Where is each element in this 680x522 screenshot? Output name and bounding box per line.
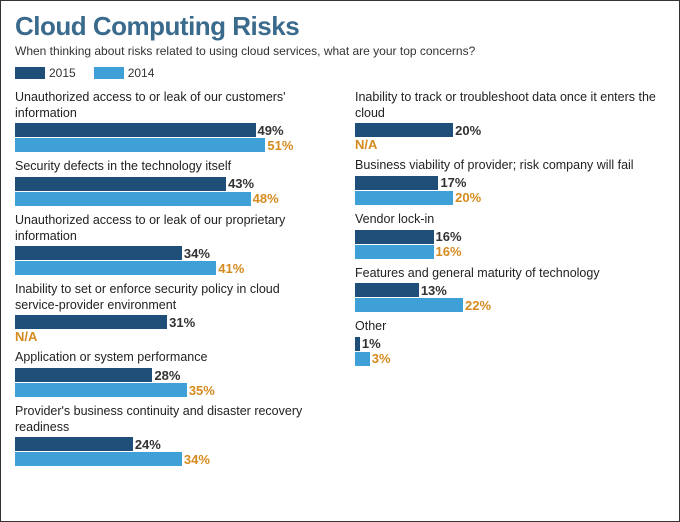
bar-value-2015: 24% (135, 437, 161, 452)
bar-group-label: Vendor lock-in (355, 212, 665, 228)
bar-2015 (15, 246, 182, 260)
legend-label-2014: 2014 (128, 66, 155, 80)
bar-value-2015: 17% (440, 175, 466, 190)
legend-item-2014: 2014 (94, 66, 155, 80)
bar-value-2015: 28% (154, 368, 180, 383)
bar-row-2015: 49% (15, 123, 325, 137)
bar-row-2014: 48% (15, 192, 325, 206)
legend-swatch-2014 (94, 67, 124, 79)
bar-2014 (15, 383, 187, 397)
bar-group: Unauthorized access to or leak of our pr… (15, 213, 325, 276)
bar-group: Inability to set or enforce security pol… (15, 282, 325, 344)
bar-2015 (15, 123, 256, 137)
bar-2015 (15, 177, 226, 191)
bar-group: Inability to track or troubleshoot data … (355, 90, 665, 152)
bar-row-2015: 20% (355, 123, 665, 137)
bar-group: Features and general maturity of technol… (355, 266, 665, 314)
bar-2014 (355, 191, 453, 205)
bar-group: Business viability of provider; risk com… (355, 158, 665, 206)
bar-row-2015: 43% (15, 177, 325, 191)
bar-row-2014: 16% (355, 245, 665, 259)
bar-value-2015: 34% (184, 246, 210, 261)
bar-value-2014: 3% (372, 351, 391, 366)
bar-2014 (15, 192, 251, 206)
bar-value-2015: 16% (436, 229, 462, 244)
bar-2015 (355, 123, 453, 137)
legend-swatch-2015 (15, 67, 45, 79)
bar-2015 (355, 283, 419, 297)
bar-row-2014: 3% (355, 352, 665, 366)
bar-row-2015: 17% (355, 176, 665, 190)
chart-columns: Unauthorized access to or leak of our cu… (15, 90, 665, 467)
na-label: N/A (15, 330, 325, 344)
column-right: Inability to track or troubleshoot data … (355, 90, 665, 467)
bar-row-2014: 51% (15, 138, 325, 152)
bar-value-2014: 34% (184, 452, 210, 467)
bar-group: Other1%3% (355, 319, 665, 367)
bar-group: Unauthorized access to or leak of our cu… (15, 90, 325, 153)
bar-value-2014: 51% (267, 138, 293, 153)
legend-label-2015: 2015 (49, 66, 76, 80)
bar-row-2015: 24% (15, 437, 325, 451)
bar-2015 (355, 337, 360, 351)
bar-2015 (15, 437, 133, 451)
bar-2014 (355, 245, 434, 259)
bar-value-2015: 20% (455, 123, 481, 138)
bar-group-label: Inability to track or troubleshoot data … (355, 90, 665, 121)
bar-value-2014: 16% (436, 244, 462, 259)
bar-group-label: Unauthorized access to or leak of our cu… (15, 90, 325, 121)
bar-2015 (15, 368, 152, 382)
legend-item-2015: 2015 (15, 66, 76, 80)
bar-row-2014: 34% (15, 452, 325, 466)
bar-2014 (15, 138, 265, 152)
bar-group-label: Other (355, 319, 665, 335)
chart-title: Cloud Computing Risks (15, 11, 665, 42)
bar-2015 (15, 315, 167, 329)
bar-2015 (355, 176, 438, 190)
bar-group: Application or system performance 28% 35% (15, 350, 325, 398)
bar-row-2014: 41% (15, 261, 325, 275)
bar-row-2015: 28% (15, 368, 325, 382)
bar-row-2015: 34% (15, 246, 325, 260)
bar-value-2015: 13% (421, 283, 447, 298)
bar-value-2015: 1% (362, 336, 381, 351)
bar-value-2015: 31% (169, 315, 195, 330)
bar-value-2014: 48% (253, 191, 279, 206)
bar-group-label: Unauthorized access to or leak of our pr… (15, 213, 325, 244)
bar-row-2014: 22% (355, 298, 665, 312)
bar-value-2014: 20% (455, 190, 481, 205)
bar-value-2015: 43% (228, 176, 254, 191)
column-left: Unauthorized access to or leak of our cu… (15, 90, 325, 467)
bar-group: Vendor lock-in16%16% (355, 212, 665, 260)
bar-group-label: Inability to set or enforce security pol… (15, 282, 325, 313)
bar-group-label: Business viability of provider; risk com… (355, 158, 665, 174)
bar-row-2015: 13% (355, 283, 665, 297)
bar-2014 (355, 352, 370, 366)
bar-2014 (15, 261, 216, 275)
bar-group-label: Application or system performance (15, 350, 325, 366)
bar-row-2015: 1% (355, 337, 665, 351)
bar-row-2015: 16% (355, 230, 665, 244)
bar-2015 (355, 230, 434, 244)
bar-value-2014: 41% (218, 261, 244, 276)
bar-value-2014: 35% (189, 383, 215, 398)
bar-2014 (15, 452, 182, 466)
bar-group: Provider's business continuity and disas… (15, 404, 325, 467)
bar-row-2014: 35% (15, 383, 325, 397)
bar-2014 (355, 298, 463, 312)
bar-value-2014: 22% (465, 298, 491, 313)
bar-row-2015: 31% (15, 315, 325, 329)
legend: 2015 2014 (15, 66, 665, 80)
bar-row-2014: 20% (355, 191, 665, 205)
bar-group: Security defects in the technology itsel… (15, 159, 325, 207)
bar-value-2015: 49% (258, 123, 284, 138)
bar-group-label: Security defects in the technology itsel… (15, 159, 325, 175)
chart-subtitle: When thinking about risks related to usi… (15, 44, 665, 58)
na-label: N/A (355, 138, 665, 152)
bar-group-label: Features and general maturity of technol… (355, 266, 665, 282)
bar-group-label: Provider's business continuity and disas… (15, 404, 325, 435)
